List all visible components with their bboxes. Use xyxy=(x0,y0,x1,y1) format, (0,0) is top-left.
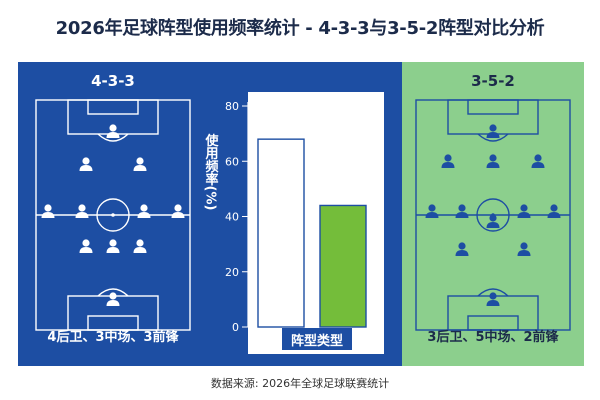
players-433 xyxy=(41,124,185,306)
players-352 xyxy=(425,124,561,306)
player-icon xyxy=(547,204,561,218)
player-icon xyxy=(133,239,147,253)
player-icon xyxy=(486,154,500,168)
data-label-4-3-3: 4-3-3:45% xyxy=(253,117,315,131)
player-icon xyxy=(455,204,469,218)
player-icon xyxy=(441,154,455,168)
page-title: 2026年足球阵型使用频率统计 - 4-3-3与3-5-2阵型对比分析 xyxy=(55,18,545,39)
player-icon xyxy=(75,204,89,218)
formation-352-description: 3后卫、5中场、2前锋 xyxy=(427,330,559,345)
player-icon xyxy=(106,239,120,253)
player-icon xyxy=(41,204,55,218)
y-tick-label: 40 xyxy=(225,211,239,224)
formation-352-label: 3-5-2 xyxy=(471,72,515,90)
player-icon xyxy=(455,242,469,256)
player-icon xyxy=(106,292,120,306)
usage-bar-chart: 0 20 40 60 80 4-3-3:45% 3-5-2:32% 使用频率(%) 阵型类… xyxy=(203,92,384,354)
bar-4-3-3 xyxy=(257,138,305,328)
formation-433-description: 4后卫、3中场、3前锋 xyxy=(47,330,179,345)
x-axis-label: 阵型类型 xyxy=(291,333,343,349)
pitch-352 xyxy=(415,99,571,331)
player-icon xyxy=(106,124,120,138)
pitch-433 xyxy=(35,99,191,331)
y-tick-label: 60 xyxy=(225,155,239,168)
y-tick-label: 20 xyxy=(225,266,239,279)
data-label-3-5-2: 3-5-2:32% xyxy=(322,191,384,205)
y-axis-label: 使用频率(%) xyxy=(203,133,220,210)
player-icon xyxy=(517,242,531,256)
player-icon xyxy=(137,204,151,218)
formation-433-label: 4-3-3 xyxy=(91,72,135,90)
player-icon xyxy=(531,154,545,168)
player-icon xyxy=(486,124,500,138)
player-icon xyxy=(79,239,93,253)
player-icon xyxy=(79,157,93,171)
player-icon xyxy=(486,214,500,228)
player-icon xyxy=(425,204,439,218)
y-tick-label: 80 xyxy=(225,100,239,113)
bar-3-5-2 xyxy=(319,204,367,328)
data-source: 数据来源: 2026年全球足球联赛统计 xyxy=(210,377,390,390)
player-icon xyxy=(517,204,531,218)
player-icon xyxy=(171,204,185,218)
player-icon xyxy=(133,157,147,171)
y-tick-label: 0 xyxy=(232,321,239,334)
player-icon xyxy=(486,292,500,306)
